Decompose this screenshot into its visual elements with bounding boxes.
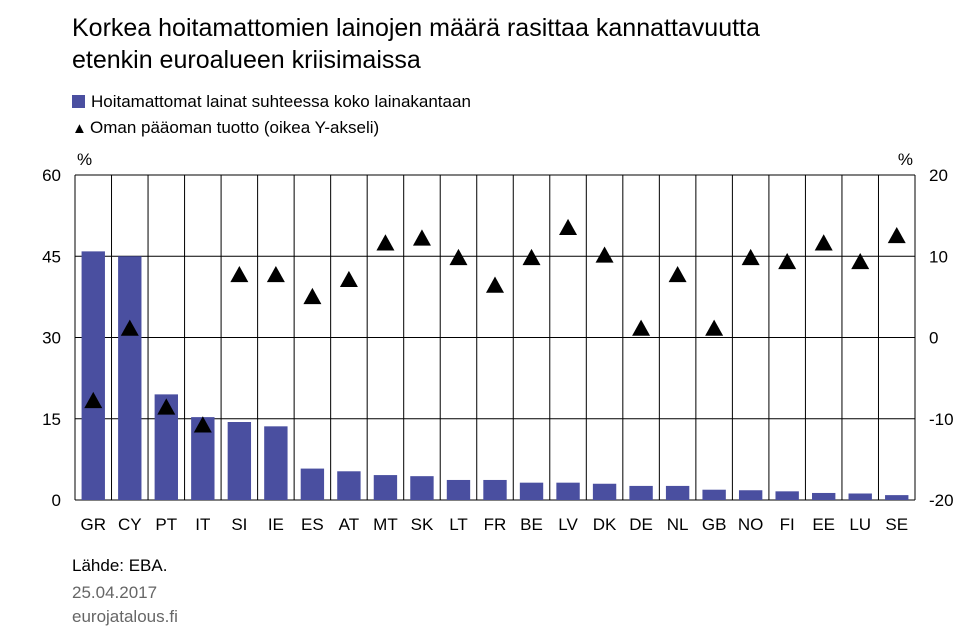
x-axis-tick-label: NO xyxy=(738,515,764,534)
chart-title: Korkea hoitamattomien lainojen määrä ras… xyxy=(72,12,952,76)
left-axis-tick-label: 15 xyxy=(42,410,61,429)
x-axis-tick-label: FR xyxy=(484,515,507,534)
marker-dk xyxy=(595,246,614,263)
x-axis-tick-label: DK xyxy=(593,515,617,534)
x-axis-tick-label: ES xyxy=(301,515,324,534)
chart-title-line-1: Korkea hoitamattomien lainojen määrä ras… xyxy=(72,14,760,42)
marker-mt xyxy=(376,234,395,251)
x-axis-tick-label: CY xyxy=(118,515,142,534)
marker-es xyxy=(303,287,322,305)
bar-ee xyxy=(812,492,836,500)
bar-ie xyxy=(264,426,288,500)
bar-se xyxy=(885,495,909,500)
x-axis-tick-label: LV xyxy=(558,515,578,534)
marker-no xyxy=(741,248,760,266)
right-axis-unit: % xyxy=(898,150,913,169)
x-axis-tick-label: SE xyxy=(885,515,908,534)
x-axis-tick-label: LT xyxy=(449,515,468,534)
x-axis-tick-label: DE xyxy=(629,515,653,534)
right-axis-tick-label: 10 xyxy=(929,247,948,266)
bar-sk xyxy=(410,476,434,500)
right-axis-tick-label: -10 xyxy=(929,410,954,429)
marker-it xyxy=(193,416,212,433)
bar-dk xyxy=(592,483,617,500)
right-axis-tick-label: -20 xyxy=(929,491,954,510)
x-axis-tick-label: PT xyxy=(155,515,177,534)
bar-fr xyxy=(483,479,507,500)
marker-lu xyxy=(851,252,870,270)
x-axis-tick-label: SK xyxy=(411,515,434,534)
bar-be xyxy=(519,482,544,500)
x-axis-tick-label: EE xyxy=(812,515,835,534)
bar-gr xyxy=(81,251,105,500)
marker-se xyxy=(887,226,906,244)
chart-title-line-2: etenkin euroalueen kriisimaissa xyxy=(72,46,421,74)
bar-de xyxy=(629,485,653,500)
source-note: Lähde: EBA. xyxy=(72,556,168,575)
legend-bar-swatch xyxy=(72,95,85,108)
legend-item-markers: ▲ Oman pääoman tuotto (oikea Y-akseli) xyxy=(72,118,379,139)
x-axis-tick-label: LU xyxy=(849,515,871,534)
bar-mt xyxy=(373,475,398,500)
x-axis-tick-label: NL xyxy=(667,515,689,534)
marker-ie xyxy=(266,265,285,283)
left-axis-tick-label: 60 xyxy=(42,166,61,185)
marker-fi xyxy=(778,252,797,270)
bar-nl xyxy=(665,485,690,500)
marker-si xyxy=(230,265,249,283)
bar-fi xyxy=(775,491,799,500)
left-axis-tick-label: 0 xyxy=(52,491,61,510)
bar-lu xyxy=(848,493,872,500)
marker-gb xyxy=(705,319,724,336)
bar-cy xyxy=(118,256,142,500)
x-axis-tick-label: MT xyxy=(373,515,398,534)
x-axis-tick-label: IE xyxy=(268,515,284,534)
marker-nl xyxy=(668,265,687,283)
bar-no xyxy=(738,490,763,500)
marker-at xyxy=(339,270,358,288)
x-axis-tick-label: FI xyxy=(780,515,795,534)
legend-item-bars: Hoitamattomat lainat suhteessa koko lain… xyxy=(72,92,471,112)
legend-marker-label: Oman pääoman tuotto (oikea Y-akseli) xyxy=(90,118,380,137)
x-axis-tick-label: GB xyxy=(702,515,727,534)
bar-gb xyxy=(702,489,726,500)
right-axis-tick-label: 0 xyxy=(929,329,938,348)
left-axis-tick-label: 30 xyxy=(42,329,61,348)
marker-lv xyxy=(559,218,578,236)
marker-sk xyxy=(412,229,431,246)
legend-bar-label: Hoitamattomat lainat suhteessa koko lain… xyxy=(91,92,471,111)
x-axis-tick-label: BE xyxy=(520,515,543,534)
x-axis-tick-label: GR xyxy=(81,515,107,534)
bar-at xyxy=(337,471,361,500)
left-axis-tick-label: 45 xyxy=(42,247,61,266)
x-axis-tick-label: IT xyxy=(195,515,210,534)
bar-lt xyxy=(446,479,471,500)
triangle-icon: ▲ xyxy=(72,120,87,137)
left-axis-unit: % xyxy=(77,150,92,169)
marker-cy xyxy=(120,319,139,336)
bar-lv xyxy=(556,482,580,500)
publication-date: 25.04.2017 xyxy=(72,583,158,602)
bar-pt xyxy=(154,394,178,500)
marker-lt xyxy=(449,248,468,266)
marker-be xyxy=(522,248,541,266)
x-axis-tick-label: AT xyxy=(339,515,359,534)
bar-si xyxy=(227,422,252,500)
bar-es xyxy=(300,468,325,500)
bar-it xyxy=(191,417,215,500)
right-axis-tick-label: 20 xyxy=(929,166,948,185)
marker-fr xyxy=(486,276,504,293)
marker-gr xyxy=(84,391,103,409)
marker-de xyxy=(632,319,651,336)
site-name: eurojatalous.fi xyxy=(72,607,178,626)
marker-ee xyxy=(814,234,833,251)
x-axis-tick-label: SI xyxy=(231,515,247,534)
marker-pt xyxy=(157,398,176,415)
